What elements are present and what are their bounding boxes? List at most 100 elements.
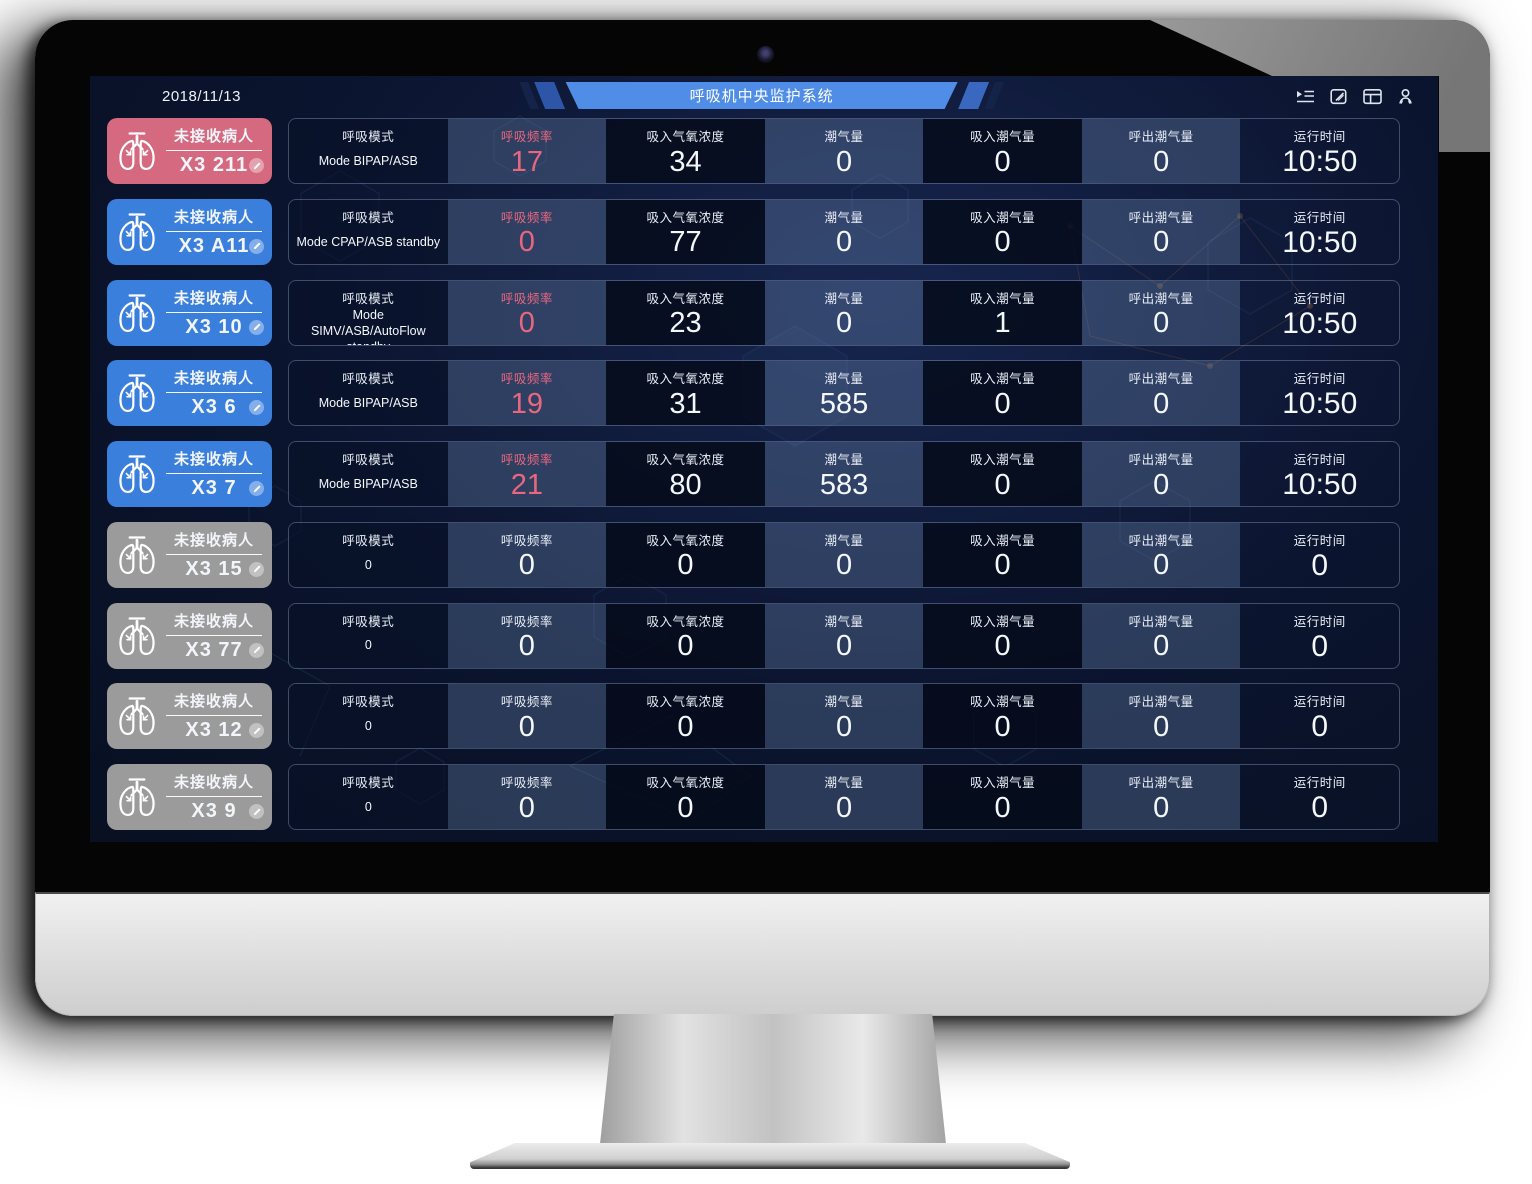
device-badge[interactable]: 未接收病人 X3 15 [107,521,272,588]
cell-tidal-volume: 潮气量 583 [764,442,924,506]
col-label-tidal-volume: 潮气量 [824,614,864,629]
col-label-resp-rate: 呼吸频率 [500,130,553,144]
cell-tidal-volume: 潮气量 0 [764,199,924,264]
cell-insp-tidal: 吸入潮气量 1 [923,280,1082,345]
badge-divider [166,150,262,151]
col-label-resp-rate: 呼吸频率 [500,614,553,629]
patient-row: 未接收病人 X3 211 呼吸模式 Mode BIPAP/ASB 呼吸频率 17… [107,118,1400,184]
value-insp-tidal: 0 [994,145,1011,178]
value-resp-rate: 17 [510,145,543,178]
col-label-runtime: 运行时间 [1293,533,1346,548]
cell-mode: 呼吸模式 Mode CPAP/ASB standby [289,199,448,264]
layout-panels-icon[interactable] [1363,88,1382,105]
value-mode: 0 [364,719,372,734]
cell-tidal-volume: 潮气量 0 [764,765,924,829]
device-badge[interactable]: 未接收病人 X3 6 [107,360,272,427]
col-label-insp-tidal: 吸入潮气量 [970,291,1036,306]
edit-icon[interactable] [249,723,264,739]
patient-status-label: 未接收病人 [173,289,254,307]
device-badge[interactable]: 未接收病人 X3 77 [107,602,272,669]
value-resp-rate: 0 [518,549,535,582]
edit-icon[interactable] [249,158,264,173]
cell-fio2: 吸入气氧浓度 0 [606,684,765,749]
cell-exp-tidal: 呼出潮气量 0 [1081,442,1241,506]
badge-text: 未接收病人 X3 7 [166,448,264,500]
badge-text: 未接收病人 X3 6 [166,367,264,419]
device-badge[interactable]: 未接收病人 X3 9 [107,764,272,830]
col-label-insp-tidal: 吸入潮气量 [970,210,1036,225]
col-label-mode: 呼吸模式 [342,130,395,144]
value-insp-tidal: 0 [994,549,1011,582]
monitor-chin [35,892,1490,1016]
col-label-fio2: 吸入气氧浓度 [646,614,725,629]
badge-id-line: X3 10 [166,315,264,339]
device-badge[interactable]: 未接收病人 X3 A11 [107,198,272,265]
value-insp-tidal: 0 [994,630,1011,662]
cell-tidal-volume: 潮气量 0 [764,522,924,587]
edit-icon[interactable] [249,238,264,254]
value-mode: Mode CPAP/ASB standby [296,234,441,249]
collapse-menu-icon[interactable] [1295,88,1315,105]
header-date: 2018/11/13 [162,88,241,105]
value-tidal-volume: 0 [835,710,853,743]
device-badge[interactable]: 未接收病人 X3 7 [107,441,272,507]
col-label-insp-tidal: 吸入潮气量 [970,776,1036,790]
vitals-panel: 呼吸模式 Mode BIPAP/ASB 呼吸频率 21 吸入气氧浓度 80 潮气… [288,441,1400,507]
badge-divider [166,796,262,797]
col-label-tidal-volume: 潮气量 [824,776,864,790]
device-badge[interactable]: 未接收病人 X3 10 [107,279,272,346]
cell-resp-rate: 呼吸频率 0 [447,199,607,264]
lung-icon [119,455,155,494]
col-label-resp-rate: 呼吸频率 [500,533,553,548]
edit-icon[interactable] [249,561,264,577]
value-mode: 0 [364,638,372,653]
cell-resp-rate: 呼吸频率 19 [447,361,607,426]
value-exp-tidal: 0 [1153,145,1170,178]
edit-icon[interactable] [249,804,264,819]
badge-divider [166,473,262,474]
title-banner-group: 呼吸机中央监护系统 [519,82,1005,109]
cell-insp-tidal: 吸入潮气量 0 [923,361,1082,426]
device-id: X3 10 [185,315,243,338]
badge-text: 未接收病人 X3 15 [166,529,264,581]
monitor-stand-neck [600,1014,946,1144]
device-badge[interactable]: 未接收病人 X3 12 [107,683,272,750]
value-mode: 0 [364,799,372,814]
user-icon[interactable] [1397,88,1414,105]
badge-text: 未接收病人 X3 10 [166,287,264,339]
col-label-fio2: 吸入气氧浓度 [646,533,725,548]
col-label-tidal-volume: 潮气量 [824,291,864,306]
col-label-exp-tidal: 呼出潮气量 [1128,776,1194,790]
value-tidal-volume: 0 [835,307,853,339]
value-fio2: 0 [677,549,694,582]
edit-icon[interactable] [249,642,264,658]
col-label-tidal-volume: 潮气量 [824,372,864,387]
cell-runtime: 运行时间 0 [1240,523,1399,587]
value-mode: Mode BIPAP/ASB [318,153,418,168]
badge-divider [166,311,262,313]
badge-id-line: X3 12 [166,719,264,742]
value-exp-tidal: 0 [1153,710,1170,743]
edit-icon[interactable] [249,400,264,416]
patient-row: 未接收病人 X3 7 呼吸模式 Mode BIPAP/ASB 呼吸频率 21 吸… [107,441,1400,507]
badge-divider [166,553,262,555]
col-label-insp-tidal: 吸入潮气量 [970,372,1036,387]
badge-id-line: X3 211 [166,154,264,177]
vitals-panel: 呼吸模式 Mode BIPAP/ASB 呼吸频率 17 吸入气氧浓度 34 潮气… [288,118,1400,184]
value-tidal-volume: 0 [835,791,853,824]
patient-row: 未接收病人 X3 A11 呼吸模式 Mode CPAP/ASB standby … [107,198,1400,265]
device-badge[interactable]: 未接收病人 X3 211 [107,118,272,184]
patient-rows-container: 未接收病人 X3 211 呼吸模式 Mode BIPAP/ASB 呼吸频率 17… [107,118,1400,830]
cell-fio2: 吸入气氧浓度 80 [606,442,765,506]
col-label-insp-tidal: 吸入潮气量 [970,453,1036,467]
value-insp-tidal: 0 [994,468,1011,501]
patient-status-label: 未接收病人 [173,451,254,468]
edit-icon[interactable] [249,319,264,335]
value-insp-tidal: 0 [994,791,1011,824]
edit-icon[interactable] [249,481,264,496]
edit-note-icon[interactable] [1330,88,1348,105]
patient-status-label: 未接收病人 [173,531,254,549]
value-mode: Mode BIPAP/ASB [318,396,418,411]
value-fio2: 80 [669,468,702,501]
value-resp-rate: 19 [510,387,543,420]
